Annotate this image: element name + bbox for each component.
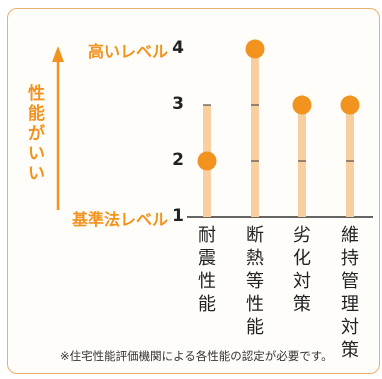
y-tick-label: 4 bbox=[172, 38, 184, 58]
performance-arrow-head bbox=[52, 46, 64, 62]
data-point bbox=[197, 151, 217, 171]
y-tick-label: 3 bbox=[172, 94, 184, 114]
y-tick-caption: 基準法レベル bbox=[71, 210, 168, 229]
data-point bbox=[292, 95, 312, 115]
category-label: 維持管理対策 bbox=[341, 225, 359, 361]
level-bar bbox=[251, 49, 259, 217]
y-tick-caption: 高いレベル bbox=[87, 42, 168, 61]
data-point bbox=[245, 39, 265, 59]
y-axis-label: 性能がいい bbox=[28, 84, 45, 184]
category-label: 断熱等性能 bbox=[246, 225, 264, 338]
chart-frame bbox=[7, 8, 380, 374]
y-tick-label: 1 bbox=[172, 206, 184, 226]
footnote: ※住宅性能評価機関による各性能の認定が必要です。 bbox=[60, 349, 333, 363]
category-label: 劣化対策 bbox=[293, 225, 311, 315]
data-point bbox=[340, 95, 360, 115]
y-tick-label: 2 bbox=[172, 150, 184, 170]
category-label: 耐震性能 bbox=[198, 225, 216, 315]
